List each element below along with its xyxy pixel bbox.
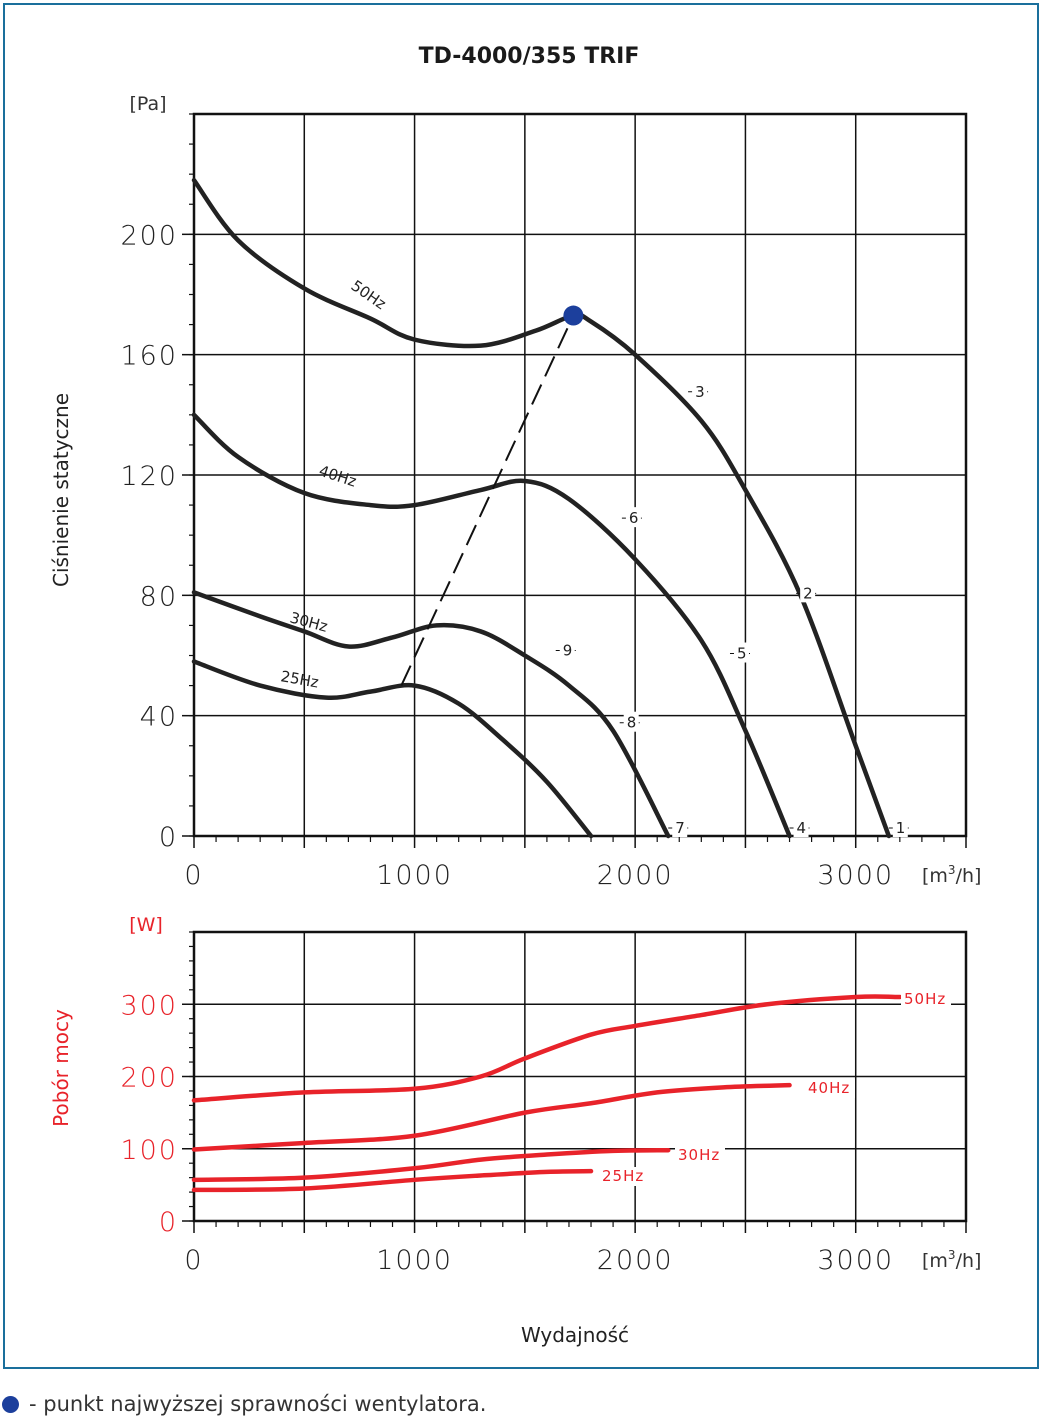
power-xtick-label: 2000 xyxy=(597,1245,674,1276)
operating-point-label: 8 xyxy=(627,714,637,732)
power-series-label-bg xyxy=(599,1167,649,1186)
pressure-ytick-label: 40 xyxy=(140,702,178,733)
chart-title: TD-4000/355 TRIF xyxy=(419,44,640,69)
pressure-series-label: 40Hz xyxy=(317,462,359,491)
power-series-label: 50Hz xyxy=(904,990,946,1008)
legend-text: - punkt najwyższej sprawności wentylator… xyxy=(29,1392,487,1416)
legend: - punkt najwyższej sprawności wentylator… xyxy=(2,1392,486,1416)
operating-point-label-bg xyxy=(793,817,809,837)
power-series-label: 30Hz xyxy=(678,1146,720,1164)
pressure-ytick-label: 200 xyxy=(120,220,178,251)
pressure-xtick-label: 3000 xyxy=(817,860,894,891)
bottom-flow-unit-suffix: /h] xyxy=(956,1250,982,1272)
operating-point-label: 3 xyxy=(695,383,705,401)
operating-point-label: 1 xyxy=(896,819,906,837)
pressure-series-label: 25Hz xyxy=(279,667,320,691)
power-series-30Hz xyxy=(191,1147,671,1183)
pressure-ytick-label: 80 xyxy=(140,581,178,612)
power-xtick-label: 0 xyxy=(184,1245,203,1276)
pressure-xtick-label: 0 xyxy=(184,860,203,891)
bottom-flow-unit-prefix: [m xyxy=(922,1250,948,1272)
operating-point-label-bg xyxy=(623,711,639,732)
power-series-label: 40Hz xyxy=(808,1079,850,1097)
pressure-axis-title: Ciśnienie statyczne xyxy=(49,393,73,587)
operating-point-label-bg xyxy=(692,380,708,401)
operating-point-label: 4 xyxy=(797,819,807,837)
bottom-flow-unit: [m3/h] xyxy=(922,1248,981,1272)
bep-point xyxy=(563,305,584,326)
pressure-series-40Hz xyxy=(191,412,792,839)
operating-point-label-bg xyxy=(672,817,688,837)
power-axis-title: Pobór mocy xyxy=(49,1009,73,1127)
pressure-series-label: 50Hz xyxy=(348,277,390,314)
operating-point-label: 7 xyxy=(675,819,685,837)
top-flow-unit: [m3/h] xyxy=(922,863,981,887)
flow-axis-title: Wydajność xyxy=(521,1323,629,1347)
power-series-label: 25Hz xyxy=(602,1167,644,1185)
power-series-label-bg xyxy=(901,990,951,1009)
power-ytick-label: 0 xyxy=(159,1207,178,1238)
pressure-unit: [Pa] xyxy=(129,93,166,115)
power-series-label-bg xyxy=(675,1146,725,1165)
pressure-series-30Hz xyxy=(191,590,671,839)
chart-frame xyxy=(3,3,1039,1369)
pressure-xtick-label: 2000 xyxy=(597,860,674,891)
operating-point-label-bg xyxy=(892,817,908,837)
top-flow-unit-suffix: /h] xyxy=(956,865,982,887)
operating-point-label: 9 xyxy=(563,642,573,660)
power-ytick-label: 100 xyxy=(120,1135,178,1166)
pressure-ytick-label: 0 xyxy=(159,822,178,853)
pressure-ytick-label: 160 xyxy=(120,341,178,372)
pressure-xtick-label: 1000 xyxy=(376,860,453,891)
operating-point-label-bg xyxy=(559,639,575,660)
power-unit: [W] xyxy=(129,914,163,936)
bep-dot-icon xyxy=(2,1395,19,1413)
top-flow-unit-sup: 3 xyxy=(948,863,956,877)
operating-point-label: 2 xyxy=(803,584,813,602)
operating-point-label-bg xyxy=(625,507,641,528)
bottom-flow-unit-sup: 3 xyxy=(948,1248,956,1262)
pressure-series-50Hz xyxy=(191,177,892,839)
power-series-40Hz xyxy=(191,1082,792,1152)
bep-dashed-line xyxy=(400,315,575,687)
power-xtick-label: 1000 xyxy=(376,1245,453,1276)
power-xtick-label: 3000 xyxy=(817,1245,894,1276)
operating-point-label-bg xyxy=(800,582,816,603)
power-ytick-label: 300 xyxy=(120,990,178,1021)
power-ytick-label: 200 xyxy=(120,1063,178,1094)
power-series-label-bg xyxy=(805,1079,855,1098)
operating-point-label: 5 xyxy=(737,645,747,663)
power-series-50Hz xyxy=(191,994,903,1103)
operating-point-label-bg xyxy=(733,642,749,663)
operating-point-label: 6 xyxy=(629,509,639,527)
pressure-ytick-label: 120 xyxy=(120,461,178,492)
top-flow-unit-prefix: [m xyxy=(922,865,948,887)
pressure-series-25Hz xyxy=(191,659,594,839)
power-series-25Hz xyxy=(191,1168,594,1193)
